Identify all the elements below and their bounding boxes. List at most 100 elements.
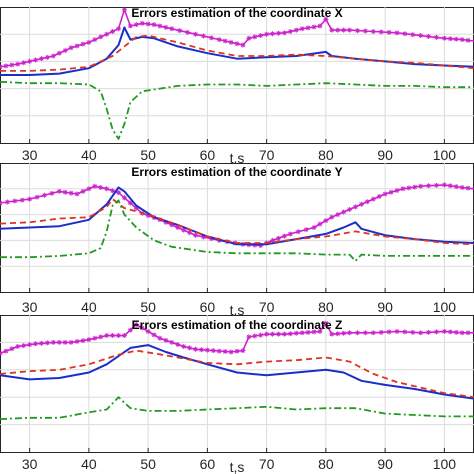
series-marker <box>299 330 305 336</box>
series-marker <box>347 330 353 336</box>
series-marker <box>370 330 376 336</box>
x-tick-label: 100 <box>433 147 457 163</box>
series-marker <box>216 37 222 43</box>
series-line-2 <box>0 186 474 246</box>
series-marker <box>210 348 216 354</box>
series-marker <box>68 339 74 345</box>
x-tick-label: 30 <box>22 299 38 315</box>
series-marker <box>459 37 465 43</box>
series-marker <box>378 329 384 335</box>
series-marker <box>222 349 228 355</box>
x-axis-label: t,s <box>230 302 245 318</box>
series-marker <box>317 221 323 227</box>
series-line-2 <box>0 344 474 400</box>
grid <box>0 7 474 143</box>
series-marker <box>12 198 18 204</box>
series-marker <box>21 60 27 66</box>
series-marker <box>311 24 317 30</box>
series-marker <box>459 330 465 336</box>
series-marker <box>341 330 347 336</box>
series-marker <box>240 348 246 354</box>
series-marker <box>86 186 92 192</box>
series-marker <box>33 57 39 63</box>
series-marker <box>447 183 453 189</box>
series-marker <box>258 243 264 249</box>
series-marker <box>62 189 68 195</box>
series-marker <box>410 32 416 38</box>
series-marker <box>303 227 309 233</box>
series-marker <box>116 333 121 339</box>
series-marker <box>323 320 329 326</box>
series-marker <box>453 329 459 335</box>
series-marker <box>181 227 187 233</box>
series-marker <box>402 329 408 335</box>
series-marker <box>56 50 62 56</box>
series-marker <box>49 190 55 196</box>
series-marker <box>305 25 311 31</box>
series-marker <box>62 339 68 345</box>
x-tick-label: 90 <box>377 147 393 163</box>
series-marker <box>139 20 145 26</box>
axes-box <box>0 315 474 453</box>
series-marker <box>362 330 368 336</box>
series-marker <box>74 191 80 197</box>
x-tick-label: 60 <box>200 456 216 472</box>
series-marker <box>86 39 92 45</box>
series-marker <box>187 230 193 236</box>
series-marker <box>281 331 287 337</box>
chart-title: Errors estimation of the coordinate Y <box>131 165 342 179</box>
series-marker <box>246 35 252 41</box>
series-marker <box>177 28 183 34</box>
series-marker <box>121 195 127 201</box>
series-marker <box>317 328 323 334</box>
panel-z: Errors estimation of the coordinate Z 30 4… <box>0 315 474 474</box>
series-marker <box>433 329 439 335</box>
series-marker <box>341 27 347 33</box>
series-marker <box>353 204 358 210</box>
series-marker <box>400 186 406 192</box>
series-marker <box>441 182 447 188</box>
series-marker <box>234 348 240 354</box>
series-marker <box>287 28 293 34</box>
x-axis-label: t,s <box>230 150 245 166</box>
series-group <box>0 7 474 140</box>
series-line-4 <box>0 396 474 420</box>
series-marker <box>311 329 317 335</box>
series-marker <box>426 329 432 335</box>
series-marker <box>157 23 163 29</box>
series-marker <box>50 53 56 59</box>
series-marker <box>386 29 392 35</box>
x-tick-label: 60 <box>200 147 216 163</box>
series-marker <box>27 58 33 64</box>
series-marker <box>185 29 191 35</box>
series-marker <box>382 191 388 197</box>
series-marker <box>15 61 21 67</box>
series-marker <box>145 21 151 27</box>
series-marker <box>370 28 376 34</box>
series-marker <box>222 38 228 44</box>
series-group <box>0 320 474 420</box>
series-marker <box>252 333 258 339</box>
grid <box>0 315 474 452</box>
series-marker <box>204 347 210 353</box>
series-marker <box>447 329 453 335</box>
series-marker <box>281 233 287 239</box>
x-tick-label: 100 <box>433 299 457 315</box>
axes-box <box>0 7 474 144</box>
series-marker <box>3 348 9 354</box>
series-marker <box>270 237 276 243</box>
series-marker <box>56 339 62 345</box>
x-tick-label: 100 <box>433 456 457 472</box>
x-tick-label: 50 <box>140 147 156 163</box>
series-marker <box>354 28 360 34</box>
series-marker <box>151 22 157 28</box>
chart-title: Errors estimation of the coordinate Z <box>132 318 343 332</box>
series-marker <box>426 33 432 39</box>
series-marker <box>335 331 341 337</box>
series-line-4 <box>0 80 474 140</box>
series-marker <box>127 200 133 206</box>
series-marker <box>62 48 68 54</box>
series-marker <box>388 189 394 195</box>
series-marker <box>270 31 276 37</box>
series-line-3 <box>0 34 474 72</box>
